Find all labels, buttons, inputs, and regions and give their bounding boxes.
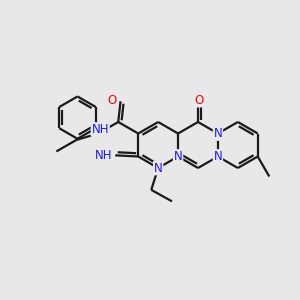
Text: NH: NH [92, 123, 109, 136]
Text: N: N [154, 161, 163, 175]
Text: O: O [194, 94, 204, 106]
Text: O: O [107, 94, 116, 107]
Text: NH: NH [95, 149, 112, 162]
Text: N: N [214, 127, 222, 140]
Text: N: N [214, 150, 222, 163]
Text: N: N [174, 150, 182, 163]
